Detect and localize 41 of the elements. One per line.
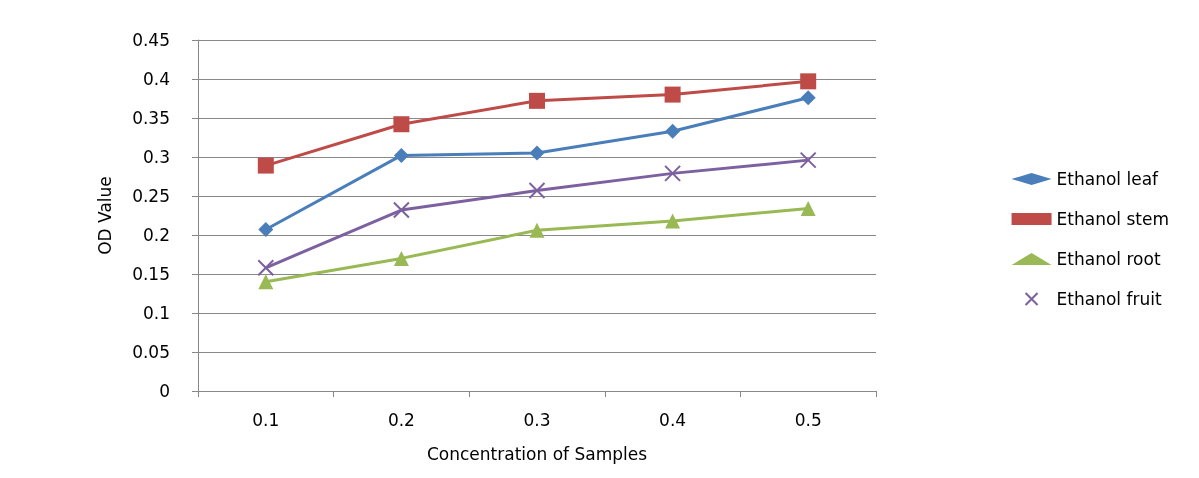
y-tick-label: 0.05 [132,342,170,362]
point [393,116,410,133]
point [664,164,682,182]
y-tick-label: 0 [159,381,170,401]
legend-label: Ethanol leaf [1056,169,1160,189]
legend-label: Ethanol stem [1056,209,1170,229]
y-tick-label: 0.2 [142,225,170,245]
point [528,182,546,200]
x-tick-label: 0.3 [523,409,551,430]
y-tick-label: 0.25 [132,186,170,206]
point [258,222,274,238]
point [392,201,410,219]
x-tick-label: 0.1 [252,409,280,430]
point [664,86,681,103]
point [393,147,409,163]
x-tick-label: 0.5 [794,409,822,430]
legend-label: Ethanol fruit [1056,289,1162,309]
x-axis-title: Concentration of Samples [426,443,648,464]
y-tick-label: 0.4 [142,69,170,89]
y-tick-label: 0.45 [132,30,170,50]
point [257,259,275,277]
point [800,90,816,106]
point [665,123,681,139]
point [800,73,817,90]
y-tick-label: 0.3 [142,147,170,167]
point [529,145,545,161]
y-tick-label: 0.35 [132,108,170,128]
point [258,274,274,290]
point [257,157,274,174]
y-tick-label: 0.1 [142,303,170,323]
point [393,250,409,266]
point [665,213,681,229]
y-axis-title: OD Value [94,176,115,255]
point [529,222,545,238]
point [800,200,816,216]
y-tick-label: 0.15 [132,264,170,284]
x-tick-label: 0.2 [387,409,415,430]
point [799,151,817,169]
point [529,92,545,109]
x-tick-label: 0.4 [659,409,687,430]
legend-label: Ethanol root [1056,249,1161,269]
